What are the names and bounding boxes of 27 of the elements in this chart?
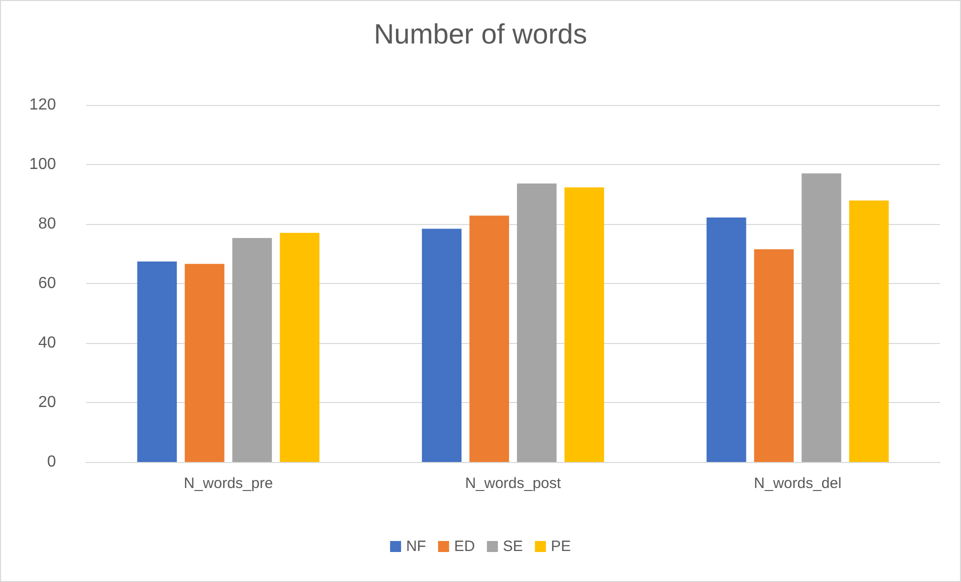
x-tick-label: N_words_post [465,475,562,492]
y-tick-label: 120 [29,96,56,114]
y-tick-label: 0 [47,454,56,470]
bar [516,184,557,462]
bar [849,200,889,462]
y-tick-label: 100 [29,156,56,173]
legend-label: SE [502,538,523,555]
bar [137,261,177,462]
bar [706,217,746,462]
legend-label: PE [550,538,571,555]
bar [469,216,510,462]
legend-label: ED [454,538,476,555]
y-tick-label: 80 [38,216,56,232]
x-tick-label: N_words_del [754,475,842,492]
legend-label: NF [406,538,426,555]
bar [280,232,320,462]
y-tick-label: 40 [38,334,56,352]
x-tick-label: N_words_pre [184,475,273,492]
bar [422,228,462,462]
y-tick-label: 20 [38,394,56,411]
bar [564,187,604,462]
bar [754,249,794,462]
bar [184,264,224,462]
bar [232,238,272,462]
chart-title: Number of words [374,18,588,50]
y-tick-label: 60 [38,275,56,292]
bar [802,173,842,462]
